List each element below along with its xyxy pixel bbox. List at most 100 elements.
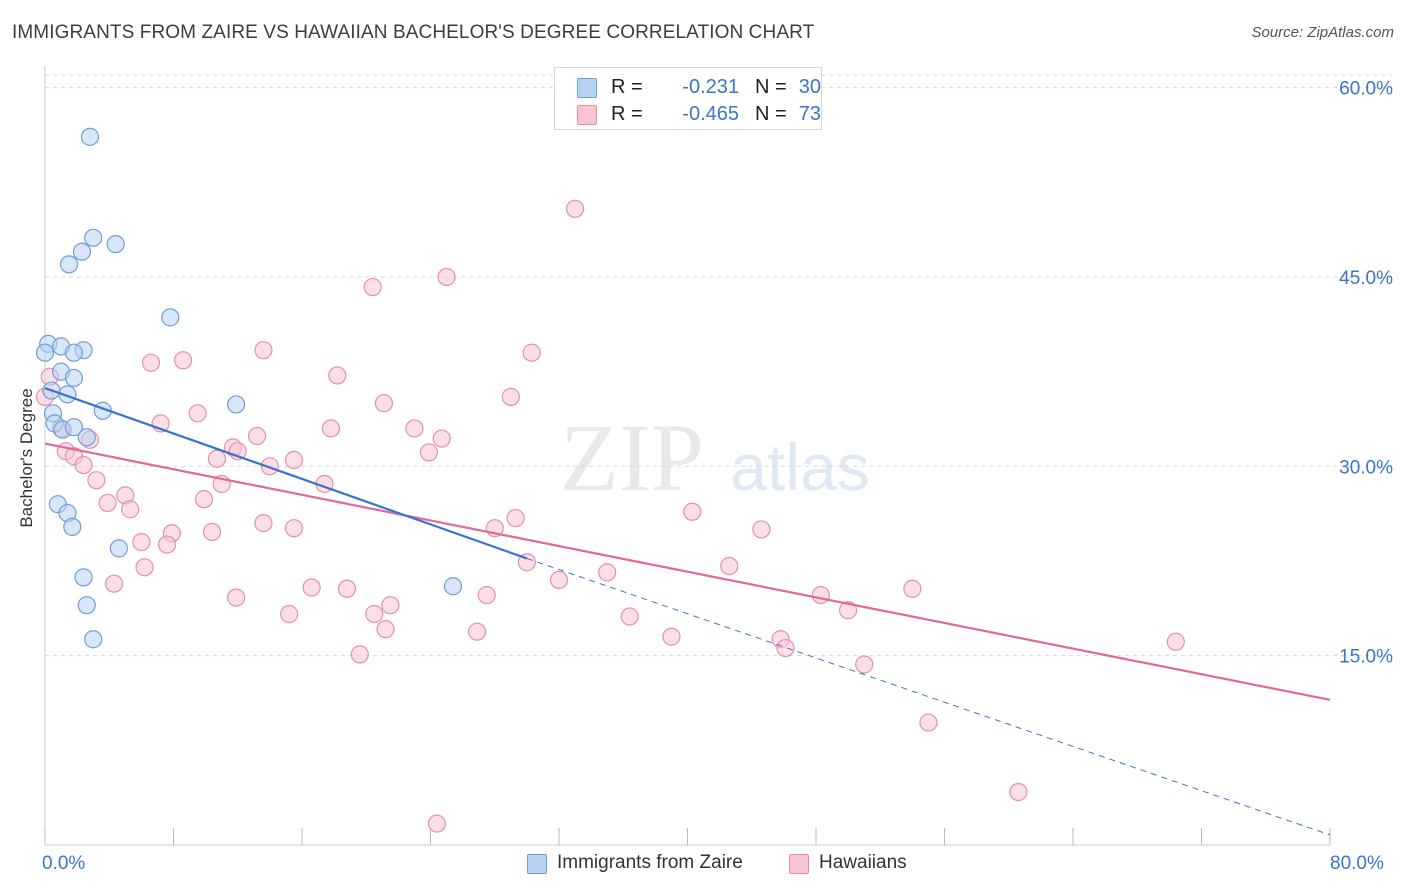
r-label: R = (611, 76, 643, 98)
data-point (919, 713, 938, 732)
data-point (194, 490, 214, 509)
data-point (620, 607, 639, 626)
y-axis-label: Bachelor's Degree (17, 388, 36, 528)
x-axis-ticks (44, 828, 1331, 845)
zaire-trend-extension (526, 557, 1331, 836)
n-label: N = (755, 103, 787, 125)
data-point (776, 638, 795, 658)
data-point (74, 568, 93, 587)
n-label: N = (755, 76, 787, 98)
data-point (174, 351, 193, 370)
data-point (98, 493, 117, 513)
y-tick-label: 45.0% (1339, 268, 1393, 289)
data-point (839, 601, 858, 620)
data-point (598, 563, 617, 582)
hawaiians-trend-line (44, 442, 1331, 701)
y-tick-label: 15.0% (1339, 647, 1393, 668)
grid-lines (44, 66, 1392, 846)
data-point (419, 443, 438, 462)
data-point (64, 368, 84, 388)
data-point (59, 255, 79, 274)
data-point (87, 471, 106, 490)
x-axis-min-label: 0.0% (42, 853, 86, 874)
data-point (77, 596, 96, 615)
data-point (121, 500, 140, 519)
chart-title: IMMIGRANTS FROM ZAIRE VS HAWAIIAN BACHEL… (12, 22, 815, 43)
data-point (811, 585, 830, 605)
data-point (80, 127, 100, 146)
data-point (376, 620, 395, 639)
data-point (132, 532, 151, 552)
data-point (284, 519, 304, 538)
data-point (157, 535, 177, 554)
data-point (1166, 632, 1185, 651)
data-point (284, 450, 304, 470)
data-point (260, 457, 279, 476)
data-point (106, 235, 125, 254)
data-point (64, 343, 84, 362)
data-point (328, 366, 347, 385)
data-point (227, 588, 246, 607)
data-point (565, 199, 585, 218)
data-point (207, 449, 226, 468)
data-point (321, 419, 341, 438)
data-point (77, 428, 96, 447)
n-value: 30 (798, 76, 821, 98)
zaire-trend-line (44, 387, 528, 560)
data-point (501, 387, 520, 406)
r-label: R = (611, 103, 643, 125)
data-point (247, 426, 267, 446)
data-point (437, 267, 456, 287)
data-point (135, 558, 154, 577)
data-point (35, 343, 55, 362)
data-point (381, 596, 400, 615)
x-axis-max-label: 80.0% (1330, 853, 1384, 874)
hawaiians-points (35, 199, 1185, 833)
n-value: 73 (798, 103, 821, 125)
data-point (254, 514, 273, 533)
data-point (477, 585, 496, 605)
data-point (63, 517, 82, 537)
data-point (74, 455, 93, 475)
data-point (280, 604, 299, 624)
data-point (432, 429, 451, 448)
data-point (84, 630, 103, 649)
data-point (227, 395, 246, 414)
data-point (365, 604, 384, 624)
data-point (202, 522, 222, 542)
data-point (720, 556, 739, 576)
data-point (302, 578, 321, 597)
trend-lines (44, 387, 1331, 836)
data-point (374, 394, 394, 413)
data-point (188, 404, 207, 423)
zaire-swatch (577, 78, 597, 98)
watermark: ZIP atlas (560, 404, 870, 511)
legend-swatch-zaire (527, 854, 547, 874)
data-point (1009, 782, 1028, 802)
legend-label-hawaiians: Hawaiians (819, 852, 907, 873)
data-point (752, 520, 771, 539)
data-point (64, 418, 84, 437)
data-point (337, 579, 357, 598)
watermark-zip: ZIP (560, 404, 704, 511)
data-point (405, 419, 424, 438)
data-point (161, 308, 180, 327)
correlation-stats-box: R = -0.231 N = 30 R = -0.465 N = 73 (554, 67, 822, 130)
r-value: -0.465 (682, 103, 739, 125)
data-point (109, 539, 128, 558)
data-point (549, 570, 569, 590)
data-point (903, 579, 922, 598)
r-value: -0.231 (682, 76, 739, 98)
data-point (522, 343, 541, 362)
y-tick-label: 60.0% (1339, 79, 1393, 100)
source-label: Source: ZipAtlas.com (1251, 24, 1394, 41)
legend-swatch-hawaiians (789, 854, 809, 874)
data-point (427, 814, 447, 833)
y-tick-labels: 15.0% 30.0% 45.0% 60.0% (1339, 79, 1393, 668)
data-point (254, 341, 273, 360)
y-tick-label: 30.0% (1339, 457, 1393, 478)
data-point (443, 577, 463, 596)
legend-label-zaire: Immigrants from Zaire (557, 852, 743, 873)
data-point (72, 242, 92, 261)
